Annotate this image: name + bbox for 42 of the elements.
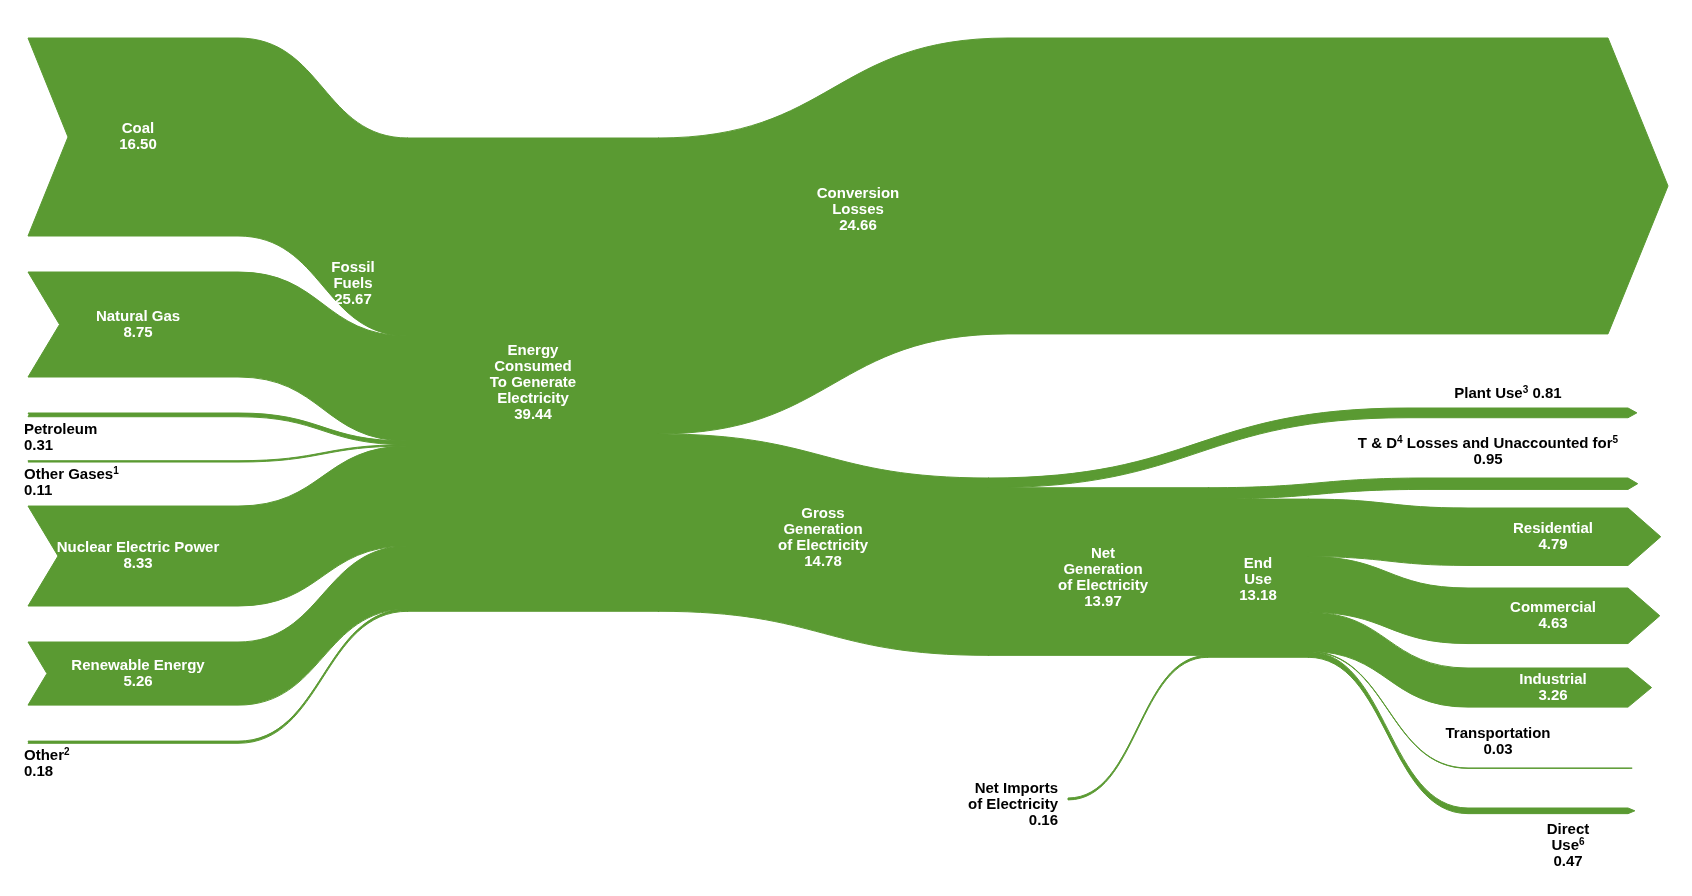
- category-label: Other$^{2}$: [24, 745, 71, 764]
- data-label: 8.33: [123, 554, 153, 572]
- data-label: 0.11: [24, 481, 53, 499]
- category-label: Direct Use$^{6}$: [1546, 819, 1590, 853]
- category-label: Conversion Losses: [816, 184, 900, 217]
- data-label: 5.26: [123, 671, 153, 689]
- category-label: Transportation: [1445, 724, 1551, 741]
- category-label: Other Gases$^{1}$: [24, 464, 120, 483]
- category-label: Petroleum: [24, 419, 98, 437]
- category-label: Residential: [1512, 518, 1594, 536]
- category-label: Net Imports of Electricity: [967, 779, 1059, 812]
- category-label: Energy Consumed To Generate Electricity: [489, 340, 577, 406]
- data-label: 0.81: [1528, 384, 1562, 401]
- data-label: 14.78: [804, 552, 842, 569]
- category-label: Nuclear Electric Power: [56, 538, 220, 556]
- data-label: 13.97: [1084, 592, 1122, 609]
- category-label: Renewable Energy: [71, 655, 206, 673]
- category-label: Gross Generation of Electricity: [777, 504, 869, 553]
- data-label: 25.67: [334, 290, 372, 308]
- data-label: 0.47: [1553, 851, 1583, 869]
- data-label: 13.18: [1239, 586, 1277, 604]
- data-label: 39.44: [514, 404, 553, 422]
- data-label: 4.79: [1538, 534, 1568, 552]
- data-label: 24.66: [839, 216, 877, 233]
- data-label: 0.03: [1483, 740, 1513, 757]
- category-label: Industrial: [1519, 669, 1587, 687]
- data-label: 0.16: [1028, 811, 1058, 828]
- category-label: Fossil Fuels: [331, 258, 375, 292]
- data-label: 16.50: [119, 135, 157, 152]
- category-label: Coal: [121, 119, 155, 136]
- category-label: Natural Gas: [95, 306, 181, 324]
- data-label: 0.95: [1473, 450, 1503, 467]
- category-label: Commercial: [1510, 597, 1596, 615]
- category-label: T & D$^{4}$ Losses and Unaccounted for$^{5}$: [1357, 433, 1619, 451]
- data-label: 0.18: [24, 762, 54, 780]
- data-label: 8.75: [123, 322, 153, 340]
- category-label: Net Generation of Electricity: [1057, 544, 1149, 593]
- category-label: Plant Use$^{3}$: [1454, 383, 1529, 401]
- data-label: 3.26: [1538, 685, 1568, 703]
- data-label: 0.31: [24, 435, 54, 453]
- category-label: End Use: [1243, 554, 1273, 588]
- data-label: 4.63: [1538, 613, 1568, 631]
